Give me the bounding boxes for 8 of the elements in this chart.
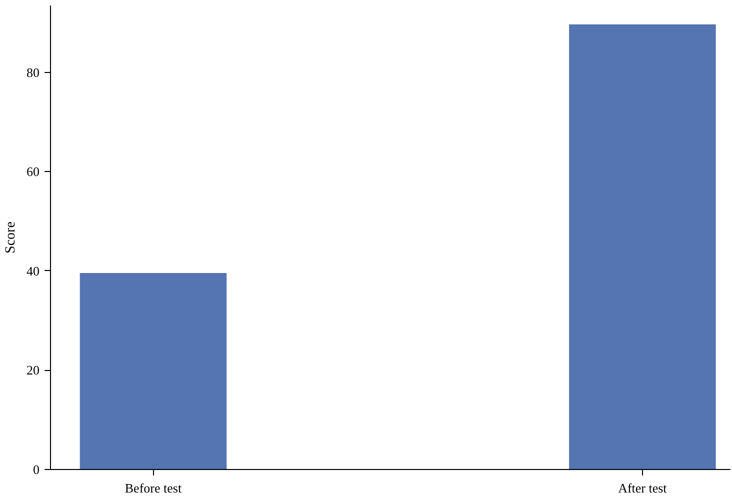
y-tick-label: 60	[26, 164, 40, 180]
y-tick-label: 20	[26, 362, 40, 378]
y-tick-label: 0	[33, 462, 40, 477]
y-tick-label: 40	[26, 263, 40, 278]
x-tick-label: After test	[618, 480, 668, 496]
x-tick-label: Before test	[124, 480, 182, 496]
y-axis-title: Score	[4, 222, 18, 254]
y-tick-label: 80	[26, 64, 40, 80]
